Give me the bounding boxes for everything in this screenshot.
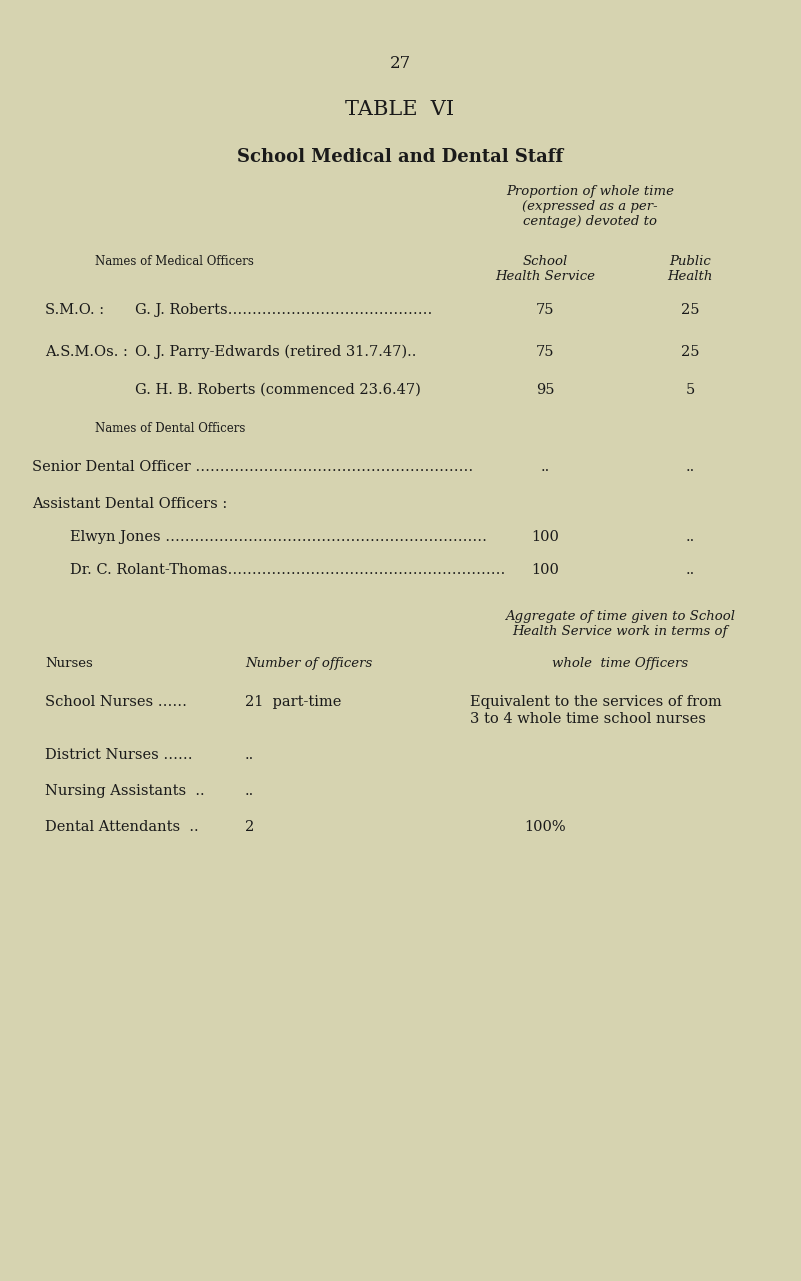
Text: Senior Dental Officer …………………………………………………: Senior Dental Officer ………………………………………………… xyxy=(32,460,473,474)
Text: Proportion of whole time
(expressed as a per-
centage) devoted to: Proportion of whole time (expressed as a… xyxy=(506,184,674,228)
Text: 95: 95 xyxy=(536,383,554,397)
Text: Public: Public xyxy=(669,255,710,268)
Text: 100: 100 xyxy=(531,530,559,544)
Text: School: School xyxy=(522,255,568,268)
Text: Nursing Assistants  ..: Nursing Assistants .. xyxy=(45,784,204,798)
Text: A.S.M.Os. :: A.S.M.Os. : xyxy=(45,345,128,359)
Text: School Nurses ……: School Nurses …… xyxy=(45,696,187,708)
Text: 25: 25 xyxy=(681,304,699,316)
Text: Names of Dental Officers: Names of Dental Officers xyxy=(95,421,245,436)
Text: ..: .. xyxy=(245,784,254,798)
Text: Nurses: Nurses xyxy=(45,657,93,670)
Text: 5: 5 xyxy=(686,383,694,397)
Text: 25: 25 xyxy=(681,345,699,359)
Text: G. J. Roberts……………………………………: G. J. Roberts…………………………………… xyxy=(135,304,433,316)
Text: 100: 100 xyxy=(531,564,559,576)
Text: School Medical and Dental Staff: School Medical and Dental Staff xyxy=(237,149,563,167)
Text: Names of Medical Officers: Names of Medical Officers xyxy=(95,255,254,268)
Text: District Nurses ……: District Nurses …… xyxy=(45,748,192,762)
Text: 75: 75 xyxy=(536,345,554,359)
Text: S.M.O. :: S.M.O. : xyxy=(45,304,104,316)
Text: Elwyn Jones …………………………………………………………: Elwyn Jones ………………………………………………………… xyxy=(70,530,487,544)
Text: 2: 2 xyxy=(245,820,254,834)
Text: ..: .. xyxy=(686,530,694,544)
Text: 27: 27 xyxy=(389,55,411,72)
Text: ..: .. xyxy=(245,748,254,762)
Text: 21  part-time: 21 part-time xyxy=(245,696,341,708)
Text: G. H. B. Roberts (commenced 23.6.47): G. H. B. Roberts (commenced 23.6.47) xyxy=(135,383,421,397)
Text: TABLE  VI: TABLE VI xyxy=(345,100,454,119)
Text: ..: .. xyxy=(686,460,694,474)
Text: ..: .. xyxy=(686,564,694,576)
Text: O. J. Parry-Edwards (retired 31.7.47)..: O. J. Parry-Edwards (retired 31.7.47).. xyxy=(135,345,417,360)
Text: Health Service: Health Service xyxy=(495,270,595,283)
Text: Aggregate of time given to School
Health Service work in terms of: Aggregate of time given to School Health… xyxy=(505,610,735,638)
Text: 100%: 100% xyxy=(524,820,566,834)
Text: 75: 75 xyxy=(536,304,554,316)
Text: 3 to 4 whole time school nurses: 3 to 4 whole time school nurses xyxy=(470,712,706,726)
Text: Dr. C. Rolant-Thomas…………………………………………………: Dr. C. Rolant-Thomas………………………………………………… xyxy=(70,564,505,576)
Text: Equivalent to the services of from: Equivalent to the services of from xyxy=(470,696,722,708)
Text: Dental Attendants  ..: Dental Attendants .. xyxy=(45,820,199,834)
Text: whole  time Officers: whole time Officers xyxy=(552,657,688,670)
Text: Health: Health xyxy=(667,270,713,283)
Text: Assistant Dental Officers :: Assistant Dental Officers : xyxy=(32,497,227,511)
Text: Number of officers: Number of officers xyxy=(245,657,372,670)
Text: ..: .. xyxy=(541,460,549,474)
